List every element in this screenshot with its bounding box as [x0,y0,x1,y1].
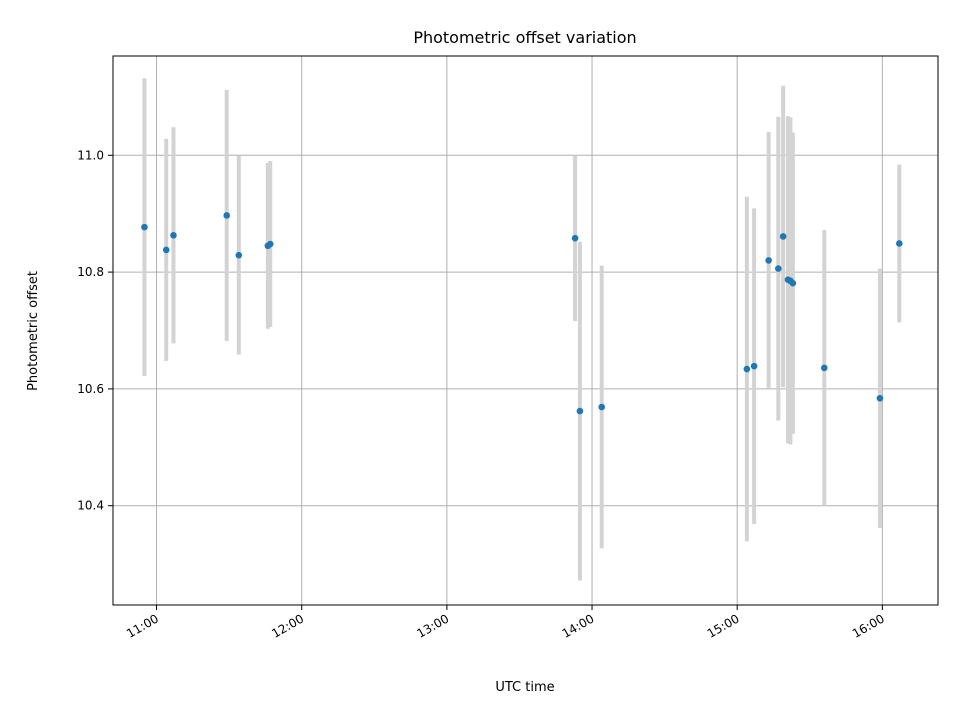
data-point [162,246,170,254]
data-point [895,240,903,247]
plot-frame [112,55,939,606]
data-point [235,251,243,259]
x-axis-label: UTC time [495,680,554,695]
x-tick-label: 16:00 [850,611,887,640]
grid-lines [113,56,938,605]
x-tick-label: 11:00 [124,611,161,640]
data-point [779,233,787,240]
data-point [775,265,782,272]
x-tick-label: 14:00 [560,611,597,640]
y-axis-label: Photometric offset [26,271,41,391]
data-point [598,403,606,411]
data-point [571,234,579,242]
data-point [576,407,584,415]
data-point [141,223,148,231]
data-point [743,365,751,373]
x-tick-label: 13:00 [414,611,451,640]
x-tick-label: 12:00 [269,611,306,640]
y-tick-label: 11.0 [77,148,104,162]
axis-ticks: 11:00 12:00 13:00 14:00 15:00 16:00 10.4 10.6 10… [77,148,887,641]
chart-title: Photometric offset variation [413,28,636,47]
data-point [765,257,772,264]
data-point [876,394,884,402]
data-point [223,212,231,219]
data-point [789,279,797,287]
data-point [170,232,177,239]
data-point [750,362,758,370]
y-tick-label: 10.8 [77,265,104,279]
y-tick-label: 10.4 [77,499,104,513]
error-bars [142,78,902,581]
data-point [266,240,274,248]
data-points [141,212,903,415]
y-tick-label: 10.6 [77,382,104,396]
x-tick-label: 15:00 [705,611,742,640]
data-point [820,364,828,372]
